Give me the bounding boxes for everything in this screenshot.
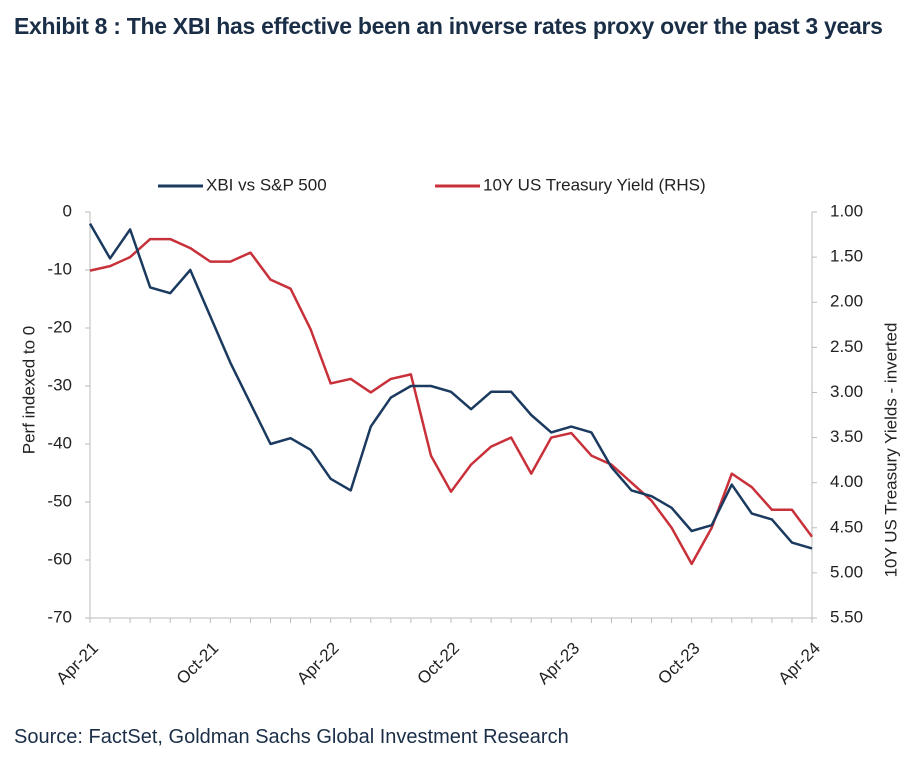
y2-tick-label: 4.50: [830, 517, 863, 536]
x-tick-label: Oct-22: [413, 639, 463, 689]
y2-tick-label: 2.50: [830, 337, 863, 356]
chart-title: Exhibit 8 : The XBI has effective been a…: [14, 13, 883, 39]
y-tick-label: -10: [47, 259, 72, 278]
legend-label: XBI vs S&P 500: [206, 175, 327, 194]
x-tick-label: Oct-23: [654, 639, 704, 689]
x-tick-label: Apr-22: [293, 639, 343, 689]
x-tick-label: Apr-23: [534, 639, 584, 689]
y2-tick-label: 2.00: [830, 292, 863, 311]
y2-tick-label: 5.00: [830, 562, 863, 581]
y2-tick-label: 1.00: [830, 201, 863, 220]
x-tick-label: Apr-24: [774, 639, 824, 689]
legend-label: 10Y US Treasury Yield (RHS): [483, 175, 706, 194]
source-note: Source: FactSet, Goldman Sachs Global In…: [14, 726, 569, 748]
y2-tick-label: 1.50: [830, 247, 863, 266]
y2-tick-label: 3.50: [830, 427, 863, 446]
y2-tick-label: 5.50: [830, 607, 863, 626]
y-tick-label: -60: [47, 549, 72, 568]
x-tick-label: Oct-21: [173, 639, 223, 689]
y2-axis-label: 10Y US Treasury Yields - inverted: [881, 323, 900, 578]
y-tick-label: -20: [47, 317, 72, 336]
y-axis-label: Perf indexed to 0: [19, 326, 38, 455]
y-tick-label: -70: [47, 607, 72, 626]
y-tick-label: -50: [47, 491, 72, 510]
y-tick-label: -30: [47, 375, 72, 394]
y-tick-label: -40: [47, 433, 72, 452]
y2-tick-label: 3.00: [830, 382, 863, 401]
series-line: [89, 237, 814, 566]
y2-tick-label: 4.00: [830, 472, 863, 491]
x-tick-label: Apr-21: [52, 639, 102, 689]
y-tick-label: 0: [63, 201, 72, 220]
series-line: [88, 222, 813, 550]
